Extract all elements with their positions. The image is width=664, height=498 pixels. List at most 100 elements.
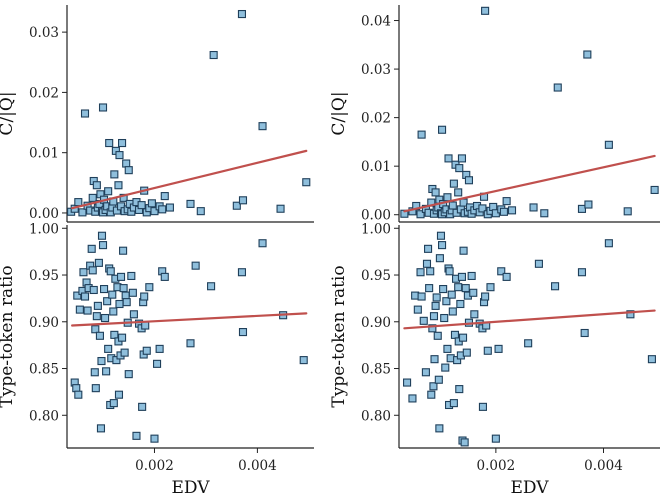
- data-point: [434, 375, 443, 384]
- y-tick-label: 0.95: [29, 268, 59, 284]
- data-point: [108, 290, 117, 299]
- data-point: [119, 284, 128, 293]
- data-point: [209, 50, 218, 60]
- data-point: [302, 178, 311, 187]
- data-point: [91, 325, 100, 334]
- data-point: [540, 209, 549, 218]
- data-point: [74, 198, 83, 207]
- y-tick-label: 0.01: [29, 146, 59, 162]
- data-point: [104, 187, 113, 196]
- data-point: [196, 207, 205, 216]
- data-point: [577, 204, 587, 213]
- data-point: [79, 268, 88, 277]
- data-point: [417, 130, 426, 139]
- data-point: [160, 192, 169, 201]
- data-point: [494, 344, 503, 353]
- data-point: [417, 292, 426, 301]
- data-point: [604, 239, 613, 248]
- panel-bottom-right: 0.80 0.85 0.90 0.95 1.00 0.002 0.004 Type-token…: [329, 221, 660, 498]
- data-point: [469, 288, 478, 297]
- y-tick-label: 1.00: [361, 221, 391, 237]
- data-point: [626, 310, 635, 319]
- data-point: [497, 267, 506, 276]
- data-point: [80, 109, 90, 118]
- data-point: [258, 239, 267, 248]
- data-point: [140, 292, 149, 301]
- data-point: [150, 434, 159, 443]
- data-point: [88, 193, 97, 202]
- data-point: [416, 268, 425, 277]
- data-point: [428, 324, 437, 333]
- data-point: [604, 140, 613, 149]
- data-point: [461, 284, 470, 293]
- data-point: [91, 384, 100, 393]
- data-point: [118, 333, 127, 342]
- data-point: [433, 331, 442, 340]
- data-point: [502, 197, 511, 206]
- data-point: [551, 282, 560, 291]
- data-point: [115, 151, 124, 160]
- y-tick-label: 0.01: [361, 159, 391, 175]
- data-point: [623, 207, 632, 216]
- data-point: [442, 297, 451, 306]
- data-point: [421, 368, 430, 377]
- data-point: [491, 434, 500, 443]
- data-point: [455, 164, 464, 173]
- data-point: [138, 402, 147, 411]
- data-point: [483, 346, 492, 355]
- panel-top-right: 0.00 0.01 0.02 0.03 0.04 C/|Q|: [329, 5, 660, 224]
- data-point: [507, 206, 517, 215]
- data-point: [486, 283, 495, 292]
- y-tick-label: 0.03: [361, 62, 391, 78]
- data-point: [112, 356, 121, 365]
- data-point: [419, 316, 428, 325]
- data-point: [435, 254, 444, 263]
- data-point: [435, 424, 444, 433]
- data-point: [534, 259, 543, 268]
- y-axis-label: Type-token ratio: [0, 265, 17, 407]
- data-point: [459, 246, 468, 255]
- data-point: [237, 9, 247, 19]
- data-point: [443, 193, 452, 202]
- data-point: [137, 201, 146, 210]
- data-point: [460, 438, 469, 447]
- data-point: [122, 159, 131, 168]
- data-point: [454, 283, 463, 292]
- data-point: [436, 231, 446, 240]
- data-point: [444, 154, 453, 163]
- data-point: [141, 321, 150, 330]
- data-point: [129, 310, 138, 319]
- y-tick-label: 0.04: [361, 14, 391, 30]
- y-tick-label: 0.90: [361, 315, 391, 331]
- data-point: [258, 122, 267, 131]
- data-point: [150, 207, 159, 216]
- data-point: [429, 312, 439, 321]
- data-point: [430, 355, 439, 364]
- data-point: [237, 268, 247, 277]
- data-point: [276, 204, 285, 213]
- data-point: [94, 258, 103, 267]
- data-point: [440, 313, 449, 323]
- x-axis-label: EDV: [510, 478, 549, 498]
- data-point: [499, 207, 508, 216]
- x-tick-label: 0.002: [135, 458, 174, 474]
- data-point: [105, 138, 114, 148]
- data-point: [650, 185, 659, 195]
- data-point: [128, 288, 137, 297]
- data-point: [449, 179, 458, 188]
- data-point: [103, 297, 112, 306]
- data-point: [80, 292, 90, 301]
- data-point: [647, 355, 656, 364]
- data-point: [478, 204, 487, 213]
- data-point: [553, 83, 562, 92]
- data-point: [439, 284, 448, 294]
- data-point: [431, 301, 440, 310]
- data-point: [457, 272, 467, 281]
- data-point: [447, 290, 456, 299]
- data-point: [580, 328, 589, 338]
- data-point: [232, 201, 241, 210]
- data-point: [424, 244, 433, 253]
- data-point: [98, 241, 108, 250]
- data-point: [104, 344, 113, 353]
